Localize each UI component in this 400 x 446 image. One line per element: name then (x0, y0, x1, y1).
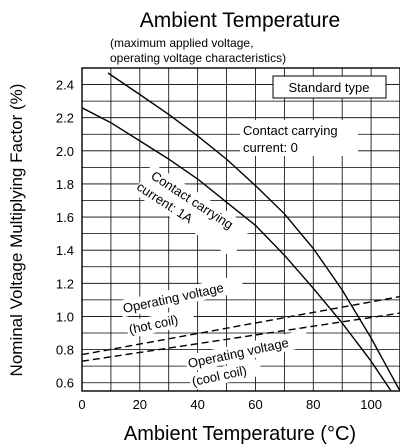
series-label-current-0-line-2: current: 0 (243, 140, 298, 155)
series-label-current-0-bg (240, 120, 358, 156)
x-tick-label: 0 (78, 397, 85, 412)
y-tick-label: 0.6 (56, 376, 74, 391)
series-label-current-0-line-1: Contact carrying (243, 123, 338, 138)
series-label-current-1a: Contact carrying current: 1A (132, 162, 252, 258)
y-tick-label: 1.6 (56, 210, 74, 225)
y-tick-label: 0.8 (56, 343, 74, 358)
series-label-current-1a-bg (132, 162, 252, 258)
x-axis-label: Ambient Temperature (°C) (124, 423, 356, 445)
y-tick-label: 2.4 (56, 78, 74, 93)
x-axis-ticks: 0 20 40 60 80 100 (78, 397, 382, 412)
chart-title: Ambient Temperature (140, 9, 340, 32)
series-label-cool-coil-bg (184, 329, 310, 373)
series-layer (82, 72, 400, 391)
y-axis-label: Nominal Voltage Multiplying Factor (%) (7, 84, 26, 377)
series-label-current-0: Contact carrying current: 0 (240, 120, 358, 156)
y-tick-label: 1.8 (56, 177, 74, 192)
y-tick-label: 2.0 (56, 144, 74, 159)
chart-subtitle-line-1: (maximum applied voltage, (110, 36, 253, 50)
y-tick-label: 1.4 (56, 243, 74, 258)
plot-frame (81, 67, 400, 392)
chart-subtitle-line-2: operating voltage characteristics) (110, 51, 286, 65)
y-tick-label: 2.2 (56, 111, 74, 126)
y-axis-ticks: 0.6 0.8 1.0 1.2 1.4 1.6 1.8 2.0 2.2 2.4 (56, 78, 74, 391)
y-tick-label: 1.2 (56, 276, 74, 291)
series-label-hot-coil-bg (119, 274, 245, 318)
x-tick-label: 80 (306, 397, 320, 412)
y-tick-label: 1.0 (56, 309, 74, 324)
standard-type-box-frame (272, 75, 387, 99)
series-line-3 (82, 312, 400, 362)
x-tick-label: 40 (190, 397, 204, 412)
standard-type-label: Standard type (289, 80, 370, 95)
x-tick-label: 20 (133, 397, 147, 412)
series-line-2 (82, 295, 400, 356)
standard-type-box: Standard type (272, 75, 387, 99)
series-label-cool-coil-2-bg (188, 358, 263, 391)
series-line-0 (107, 72, 400, 391)
series-label-hot-coil-2-bg (125, 307, 196, 339)
x-tick-label: 60 (248, 397, 262, 412)
series-line-1 (82, 107, 392, 391)
x-tick-label: 100 (360, 397, 382, 412)
